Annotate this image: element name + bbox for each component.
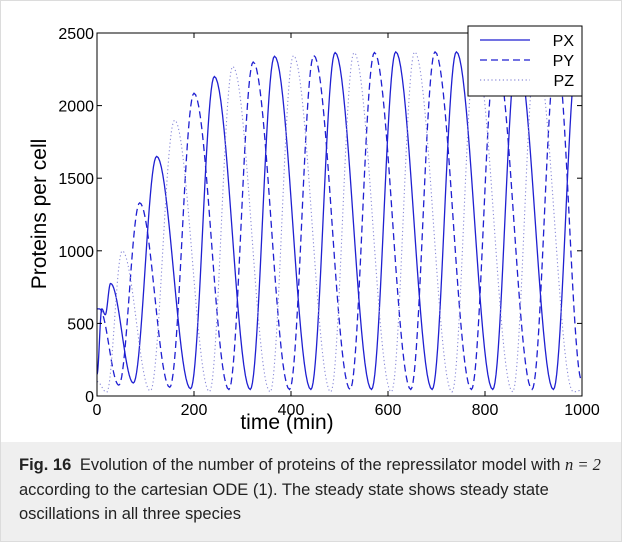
legend-label-px: PX bbox=[553, 33, 575, 50]
y-tick-label: 2500 bbox=[58, 26, 94, 43]
y-tick-label: 1000 bbox=[58, 244, 94, 261]
x-tick-label: 800 bbox=[472, 402, 499, 419]
x-tick-label: 1000 bbox=[564, 402, 600, 419]
caption-figure-label: Fig. 16 bbox=[19, 456, 72, 474]
series-line-px bbox=[97, 50, 579, 391]
caption-math: n = 2 bbox=[565, 455, 601, 474]
x-axis-label: time (min) bbox=[240, 411, 333, 434]
y-tick-label: 0 bbox=[85, 389, 94, 406]
caption-text-part1: Evolution of the number of proteins of t… bbox=[79, 456, 561, 474]
y-tick-label: 500 bbox=[67, 316, 94, 333]
series-line-py bbox=[97, 50, 582, 391]
chart-ticks: 0 200 400 600 800 1000 0 500 1000 1500 2000 2500 bbox=[58, 26, 599, 419]
chart-legend: PX PY PZ bbox=[467, 25, 583, 97]
figure-caption: Fig. 16 Evolution of the number of prote… bbox=[1, 442, 621, 541]
x-tick-label: 0 bbox=[93, 402, 102, 419]
x-tick-label: 400 bbox=[278, 402, 305, 419]
y-tick-label: 1500 bbox=[58, 171, 94, 188]
x-tick-label: 600 bbox=[375, 402, 402, 419]
y-tick-label: 2000 bbox=[58, 99, 94, 116]
caption-text-part2: according to the cartesian ODE (1). The … bbox=[19, 480, 549, 524]
chart-svg: 0 200 400 600 800 1000 0 500 1000 1500 2000 2500 PX… bbox=[28, 25, 600, 434]
chart-curves bbox=[97, 50, 582, 393]
series-line-pz bbox=[97, 50, 582, 393]
y-axis-label: Proteins per cell bbox=[28, 139, 51, 290]
legend-label-py: PY bbox=[553, 53, 575, 70]
x-tick-label: 200 bbox=[181, 402, 208, 419]
legend-box bbox=[467, 25, 583, 97]
chart-axes bbox=[96, 32, 583, 397]
plot-frame bbox=[96, 32, 583, 397]
legend-label-pz: PZ bbox=[554, 73, 575, 90]
